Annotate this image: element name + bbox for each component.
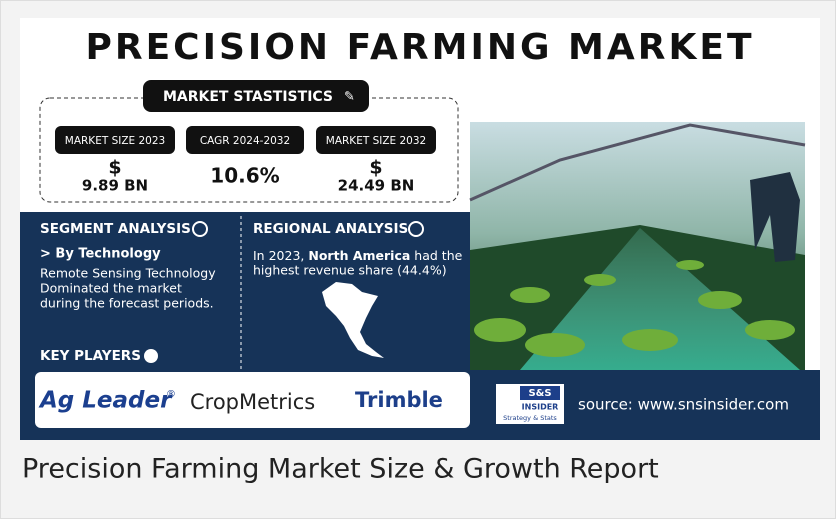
stat-value: 9.89 BN — [82, 177, 148, 195]
key-players-heading: KEY PLAYERS — [40, 348, 141, 364]
stat-currency: $ — [108, 157, 121, 179]
company-logo-mark: ® — [166, 389, 176, 400]
company-logo: CropMetrics — [190, 390, 315, 414]
key-players-icon — [144, 349, 158, 363]
segment-text: Remote Sensing Technology — [40, 266, 216, 281]
regional-prefix: In 2023, — [253, 248, 304, 263]
segment-text: Dominated the market — [40, 281, 182, 296]
stat-currency: $ — [369, 157, 382, 179]
regional-text: In 2023, North America had the — [253, 248, 463, 263]
title: PRECISION FARMING MARKET — [85, 27, 754, 68]
sns-logo-tagline: Strategy & Stats — [503, 414, 557, 422]
segment-subheading: > By Technology — [40, 247, 161, 262]
company-logo: Ag Leader — [38, 388, 173, 414]
source-text: source: www.snsinsider.com — [578, 396, 789, 414]
regional-text: highest revenue share (44.4%) — [253, 263, 447, 278]
stat-label: CAGR 2024-2032 — [200, 135, 290, 147]
sns-logo-subtitle: INSIDER — [522, 403, 559, 412]
sns-logo-name: S&S — [528, 388, 551, 399]
regional-heading: REGIONAL ANALYSIS — [253, 221, 408, 237]
stat-value: 10.6% — [210, 164, 279, 188]
segment-text: during the forecast periods. — [40, 296, 214, 311]
stat-value: 24.49 BN — [338, 177, 415, 195]
regional-highlight: North America — [308, 248, 410, 263]
company-logo: Trimble — [355, 388, 443, 412]
regional-suffix: had the — [414, 248, 462, 263]
stat-label: MARKET SIZE 2032 — [326, 135, 426, 147]
stat-label: MARKET SIZE 2023 — [65, 135, 165, 147]
page: PRECISION FARMING MARKET MARKET STASTIST… — [0, 0, 836, 519]
stats-heading: MARKET STASTISTICS — [163, 89, 333, 105]
stats-icon: ✎ — [344, 90, 355, 105]
caption: Precision Farming Market Size & Growth R… — [22, 454, 659, 485]
segment-heading: SEGMENT ANALYSIS — [40, 221, 191, 237]
